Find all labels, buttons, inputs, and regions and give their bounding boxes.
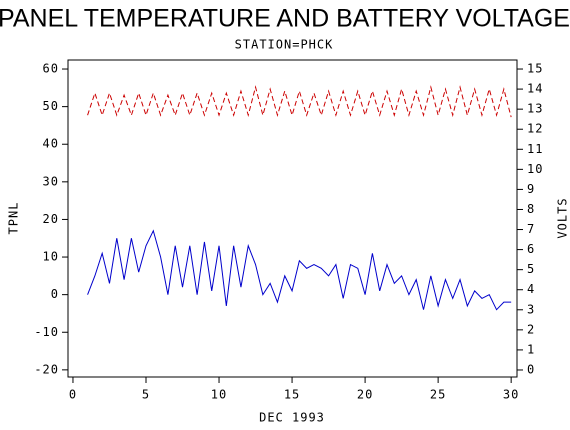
x-tick-label: 5 bbox=[142, 388, 150, 402]
x-axis-label: DEC 1993 bbox=[259, 411, 325, 425]
chart-subtitle: STATION=PHCK bbox=[235, 38, 334, 52]
x-tick-label: 30 bbox=[503, 388, 519, 402]
y2-tick-label: 11 bbox=[527, 142, 543, 156]
series-line bbox=[87, 229, 512, 311]
y2-tick-label: 5 bbox=[527, 262, 535, 276]
y-tick-label: 10 bbox=[43, 250, 59, 264]
series-line bbox=[87, 85, 512, 118]
y2-tick-label: 1 bbox=[527, 342, 535, 356]
y2-tick-label: 4 bbox=[527, 282, 535, 296]
y-tick-label: -20 bbox=[34, 362, 59, 376]
y2-tick-label: 0 bbox=[527, 362, 535, 376]
y2-tick-label: 15 bbox=[527, 62, 543, 76]
y-tick-label: -10 bbox=[34, 325, 59, 339]
chart-title: PANEL TEMPERATURE AND BATTERY VOLTAGE bbox=[0, 5, 570, 33]
y-tick-label: 0 bbox=[51, 287, 59, 301]
x-tick-label: 15 bbox=[284, 388, 300, 402]
y-tick-label: 30 bbox=[43, 174, 59, 188]
y2-tick-label: 7 bbox=[527, 222, 535, 236]
y2-tick-label: 2 bbox=[527, 322, 535, 336]
x-tick-label: 20 bbox=[357, 388, 373, 402]
y2-tick-label: 6 bbox=[527, 242, 535, 256]
y-tick-label: 50 bbox=[43, 99, 59, 113]
x-tick-label: 0 bbox=[69, 388, 77, 402]
x-tick-label: 10 bbox=[211, 388, 227, 402]
y2-tick-label: 13 bbox=[527, 102, 543, 116]
y2-tick-label: 10 bbox=[527, 162, 543, 176]
y2-tick-label: 14 bbox=[527, 82, 543, 96]
y2-tick-label: 3 bbox=[527, 302, 535, 316]
y2-tick-label: 12 bbox=[527, 122, 543, 136]
x-tick-label: 25 bbox=[430, 388, 446, 402]
y2-axis-label: VOLTS bbox=[556, 197, 570, 238]
y-tick-label: 20 bbox=[43, 212, 59, 226]
y-tick-label: 60 bbox=[43, 62, 59, 76]
y2-tick-label: 8 bbox=[527, 202, 535, 216]
y2-tick-label: 9 bbox=[527, 182, 535, 196]
y-tick-label: 40 bbox=[43, 137, 59, 151]
plot-frame bbox=[67, 59, 518, 378]
y-axis-label: TPNL bbox=[7, 202, 21, 235]
